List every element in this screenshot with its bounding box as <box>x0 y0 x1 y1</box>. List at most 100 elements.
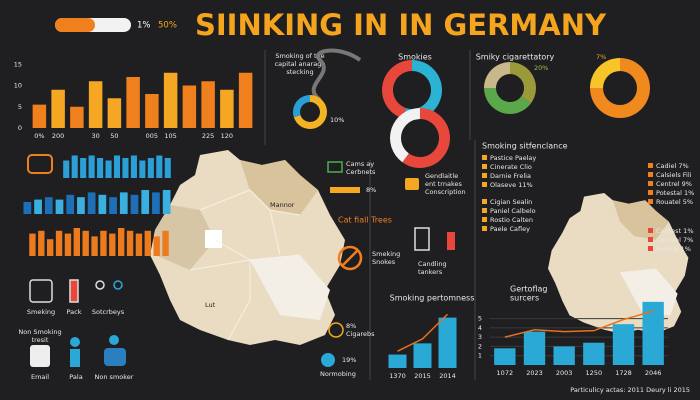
map-label: Mannor <box>270 201 295 209</box>
bar <box>38 230 45 256</box>
x-tick-label: 120 <box>221 132 233 140</box>
bar <box>163 72 178 128</box>
bar <box>109 197 117 214</box>
pie-segment <box>293 95 328 129</box>
label: Normobing <box>320 370 356 378</box>
x-tick-label: 2015 <box>414 372 431 380</box>
bar <box>642 301 664 365</box>
label: Gendlaitle <box>425 172 458 180</box>
chart-title: Smoking of the <box>275 52 324 60</box>
x-tick-label: 225 <box>202 132 214 140</box>
bar <box>135 233 143 256</box>
bar <box>66 194 75 214</box>
right-map <box>548 193 689 334</box>
label: 8% <box>366 186 376 194</box>
icon <box>414 227 430 251</box>
legend-swatch <box>648 190 653 195</box>
chart-title: capital anarage <box>275 60 326 68</box>
icon-label: Pack <box>67 308 82 316</box>
bar <box>162 190 171 214</box>
bar <box>144 230 152 256</box>
bar <box>201 81 215 128</box>
x-tick-label: 005 <box>146 132 158 140</box>
bar <box>122 158 129 178</box>
bar <box>73 228 81 256</box>
bar <box>82 230 89 256</box>
icon-label: Sotcrbeys <box>92 308 125 316</box>
bar <box>98 194 107 214</box>
legend-label: Centrel 9% <box>656 180 692 188</box>
legend-swatch <box>482 173 487 178</box>
bar <box>100 230 107 256</box>
icons-row1 <box>29 279 123 303</box>
bar <box>88 81 103 128</box>
icon <box>330 187 360 193</box>
progress-fill <box>55 18 95 32</box>
bar <box>152 192 160 214</box>
legend-swatch <box>482 182 487 187</box>
legend-swatch <box>648 163 653 168</box>
legend-label: Darnie Frelia <box>490 172 531 180</box>
x-tick-label: 0% <box>34 132 44 140</box>
chart-title: surcers <box>510 294 539 303</box>
x-tick-label: 2003 <box>556 369 573 377</box>
x-tick-label: 200 <box>52 132 64 140</box>
legend-label: Rostio Calten <box>490 216 533 224</box>
bar <box>523 331 546 365</box>
legend-label: Pastice Paelay <box>490 154 536 162</box>
icon <box>321 353 335 367</box>
bar <box>130 155 137 178</box>
chart-title: Smokies <box>398 53 432 62</box>
bar <box>55 230 63 256</box>
pie-segment <box>402 108 451 168</box>
x-tick-label: 1250 <box>586 369 603 377</box>
bar <box>126 230 134 256</box>
icons-row2 <box>30 335 126 367</box>
bar <box>117 228 125 256</box>
footer: Particulicy actas: 2011 Deury li 2015 <box>570 386 690 394</box>
annotation: 7% <box>596 53 606 61</box>
legend-label: Paniel Calbelo <box>490 207 536 215</box>
legend-swatch <box>482 164 487 169</box>
bar <box>139 160 146 178</box>
bar <box>70 106 84 128</box>
legend-swatch <box>648 246 653 251</box>
legend-label: Cadiel 7% <box>656 162 689 170</box>
icon-label: Email <box>31 373 49 381</box>
bar <box>388 354 407 368</box>
chart-title: Smiky cigarettatory <box>476 53 555 62</box>
bar <box>413 343 432 368</box>
bar <box>87 192 96 214</box>
legend-swatch <box>648 172 653 177</box>
section-title: Smoking sitfenclance <box>482 142 568 151</box>
y-tick-label: 15 <box>14 60 22 68</box>
x-tick-label: 1072 <box>497 369 514 377</box>
icon <box>447 232 455 250</box>
bar <box>156 155 163 178</box>
pie-segment <box>484 62 510 88</box>
legend-label: Paele Cafley <box>490 225 530 233</box>
bar <box>97 158 104 178</box>
label: Cat fiall Trees <box>338 216 392 225</box>
legend-label: Poretel 1% <box>656 245 691 253</box>
bar <box>583 342 605 365</box>
bar <box>130 194 139 214</box>
pie-segment <box>402 60 442 120</box>
icon <box>27 154 53 174</box>
legend-label: Cinerate Clio <box>490 163 532 171</box>
bar <box>29 233 36 256</box>
label: 19% <box>342 356 356 364</box>
bar <box>32 104 47 128</box>
icon <box>328 322 344 338</box>
icon-label: Pala <box>69 373 82 381</box>
x-tick-label: 2023 <box>526 369 543 377</box>
annotation: 10% <box>330 116 344 124</box>
chart-title: Smoking pertomness <box>390 294 475 303</box>
legend-label: Calsiels Fili <box>656 171 692 179</box>
y-tick-label: 5 <box>18 103 22 111</box>
bar <box>438 317 457 368</box>
bar <box>164 158 171 178</box>
bar <box>107 98 122 128</box>
